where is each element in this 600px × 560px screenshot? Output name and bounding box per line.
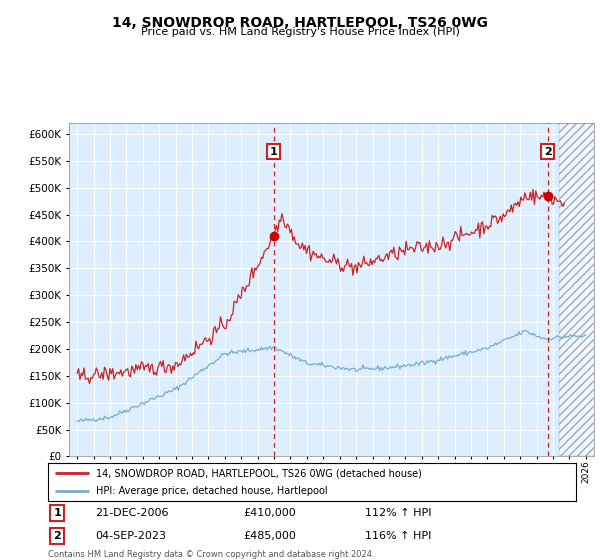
- Text: 1: 1: [270, 147, 277, 157]
- Text: 116% ↑ HPI: 116% ↑ HPI: [365, 531, 431, 541]
- Text: 2: 2: [544, 147, 551, 157]
- Text: Contains HM Land Registry data © Crown copyright and database right 2024.
This d: Contains HM Land Registry data © Crown c…: [48, 550, 374, 560]
- Text: 1: 1: [53, 508, 61, 517]
- Bar: [559, 123, 600, 456]
- Text: 112% ↑ HPI: 112% ↑ HPI: [365, 508, 431, 517]
- Text: £410,000: £410,000: [244, 508, 296, 517]
- Text: 2: 2: [53, 531, 61, 541]
- Text: Price paid vs. HM Land Registry's House Price Index (HPI): Price paid vs. HM Land Registry's House …: [140, 27, 460, 37]
- Text: 04-SEP-2023: 04-SEP-2023: [95, 531, 167, 541]
- Text: 14, SNOWDROP ROAD, HARTLEPOOL, TS26 0WG (detached house): 14, SNOWDROP ROAD, HARTLEPOOL, TS26 0WG …: [95, 468, 421, 478]
- Text: 21-DEC-2006: 21-DEC-2006: [95, 508, 169, 517]
- Text: 14, SNOWDROP ROAD, HARTLEPOOL, TS26 0WG: 14, SNOWDROP ROAD, HARTLEPOOL, TS26 0WG: [112, 16, 488, 30]
- Text: £485,000: £485,000: [244, 531, 296, 541]
- Text: HPI: Average price, detached house, Hartlepool: HPI: Average price, detached house, Hart…: [95, 486, 327, 496]
- Bar: [559, 123, 600, 456]
